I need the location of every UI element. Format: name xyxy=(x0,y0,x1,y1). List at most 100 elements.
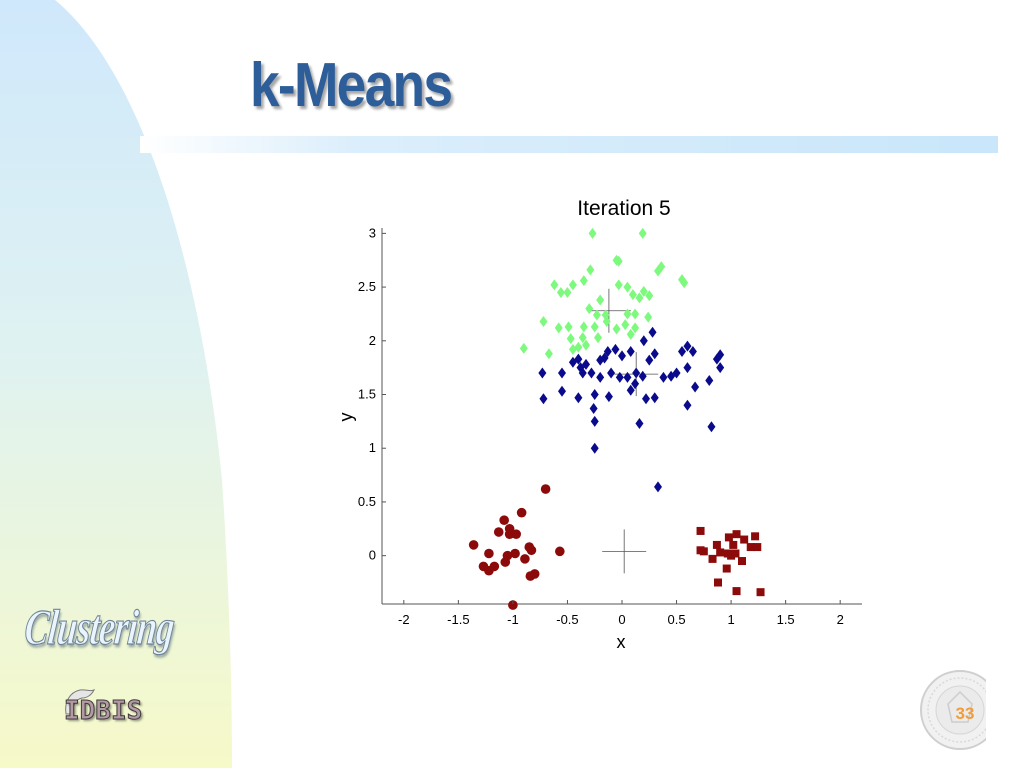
data-point xyxy=(683,362,692,374)
data-point xyxy=(602,315,611,327)
data-point xyxy=(738,557,746,566)
centroid-markers xyxy=(586,288,659,574)
centroid-crosshair xyxy=(586,288,631,333)
x-tick-label: -1.5 xyxy=(447,612,469,627)
data-points xyxy=(468,227,765,610)
data-point xyxy=(657,261,666,273)
data-point xyxy=(499,515,509,526)
data-point xyxy=(520,554,530,564)
data-point xyxy=(638,370,647,382)
data-point xyxy=(596,294,605,306)
centroid-crosshair xyxy=(602,529,647,574)
data-point xyxy=(635,418,644,430)
data-point xyxy=(628,289,637,301)
data-point xyxy=(753,543,762,552)
data-point xyxy=(589,402,598,414)
x-ticks: -2 -1.5 -1 -0.5 0 0.5 1 1.5 2 xyxy=(398,600,844,627)
data-point xyxy=(590,415,599,427)
data-point xyxy=(727,551,736,560)
data-point xyxy=(539,393,548,405)
data-point xyxy=(712,540,721,549)
university-seal-icon xyxy=(920,670,986,750)
idbis-logo: IDBIS xyxy=(58,688,178,736)
x-tick-label: 1 xyxy=(727,612,734,627)
data-point xyxy=(468,540,479,550)
data-point xyxy=(705,375,714,387)
data-point xyxy=(654,265,662,277)
data-point xyxy=(631,322,640,334)
data-point xyxy=(600,352,609,364)
chart-title: Iteration 5 xyxy=(577,197,670,220)
data-point xyxy=(590,442,599,454)
data-point xyxy=(587,367,596,379)
title-underline-bar xyxy=(140,136,998,153)
data-point xyxy=(596,354,605,366)
data-point xyxy=(574,341,583,353)
y-ticks: 0 0.5 1 1.5 2 2.5 3 xyxy=(358,225,386,563)
y-tick-label: 3 xyxy=(369,225,376,240)
data-point xyxy=(650,348,659,360)
data-point xyxy=(654,481,662,493)
data-point xyxy=(525,571,536,581)
data-point xyxy=(607,367,616,379)
data-point xyxy=(574,392,583,404)
slide-background-swoosh xyxy=(0,0,232,768)
data-point xyxy=(588,227,597,239)
data-point xyxy=(621,319,630,331)
data-point xyxy=(699,547,708,556)
data-point xyxy=(667,370,676,382)
data-point xyxy=(683,399,692,411)
data-point xyxy=(756,588,765,597)
y-tick-label: 0 xyxy=(369,548,376,563)
data-point xyxy=(623,281,632,293)
y-tick-label: 1.5 xyxy=(358,387,376,402)
data-point xyxy=(714,578,722,587)
data-point xyxy=(484,565,494,576)
data-point xyxy=(645,354,654,366)
logo-text: IDBIS xyxy=(63,696,143,727)
x-tick-label: -2 xyxy=(398,612,410,627)
data-point xyxy=(639,285,648,297)
x-tick-label: 0 xyxy=(618,612,625,627)
data-point xyxy=(596,371,605,383)
data-point xyxy=(623,308,632,320)
data-point xyxy=(632,367,641,379)
data-point xyxy=(508,600,518,610)
data-point xyxy=(510,548,520,559)
y-tick-label: 0.5 xyxy=(358,494,376,509)
y-tick-label: 2 xyxy=(369,333,376,348)
data-point xyxy=(626,328,635,340)
data-point xyxy=(708,554,717,563)
data-point xyxy=(615,371,624,383)
data-point xyxy=(540,484,551,494)
bird-logo-icon xyxy=(65,688,96,715)
data-point xyxy=(612,323,621,335)
data-point xyxy=(563,286,572,298)
data-point xyxy=(578,332,587,344)
data-point xyxy=(519,342,528,354)
x-axis-label: x xyxy=(617,632,626,652)
data-point xyxy=(574,353,583,365)
data-point xyxy=(590,389,599,401)
data-point xyxy=(731,549,740,558)
data-point xyxy=(729,540,738,549)
data-point xyxy=(696,526,705,535)
data-point xyxy=(707,421,716,433)
data-point xyxy=(746,543,755,552)
data-point xyxy=(672,367,681,379)
data-point xyxy=(554,322,563,334)
data-point xyxy=(585,303,594,315)
data-point xyxy=(579,275,588,287)
data-point xyxy=(500,557,511,567)
data-point xyxy=(558,367,566,379)
x-tick-label: -1 xyxy=(507,612,519,627)
data-point xyxy=(635,292,644,304)
data-point xyxy=(732,587,741,596)
data-point xyxy=(556,286,565,298)
data-point xyxy=(538,367,547,379)
data-point xyxy=(722,564,731,573)
data-point xyxy=(751,532,760,541)
x-tick-label: 2 xyxy=(837,612,844,627)
data-point xyxy=(568,356,577,368)
data-point xyxy=(645,290,654,302)
